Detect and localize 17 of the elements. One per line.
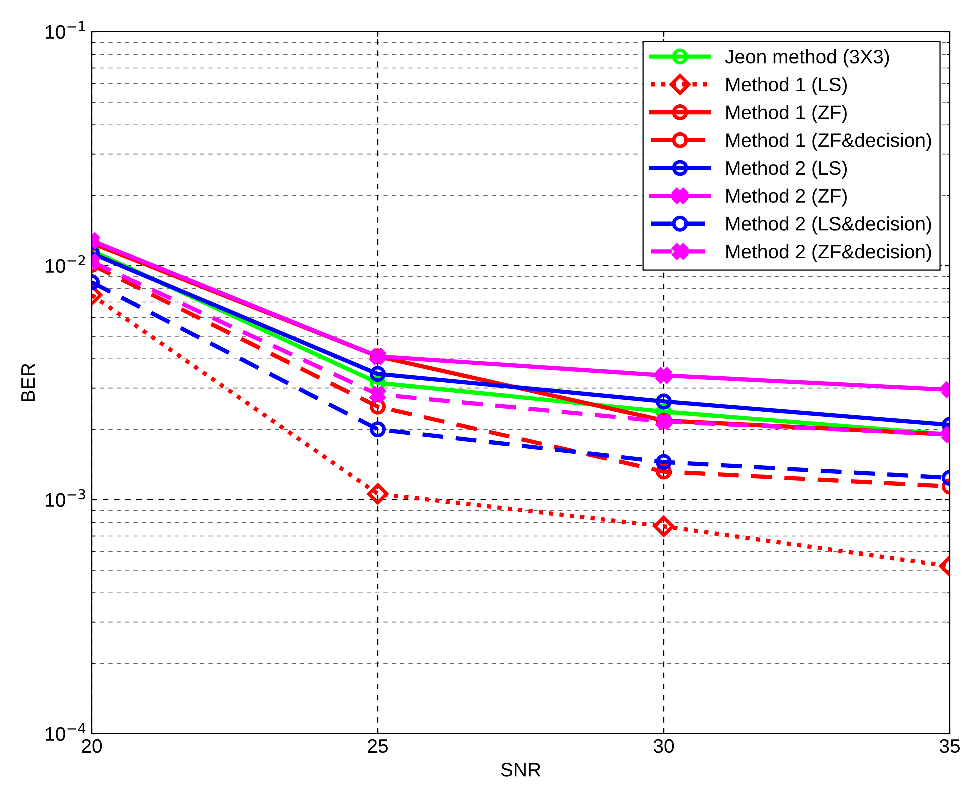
legend-label: Method 2 (LS)	[726, 160, 847, 180]
legend-label: Method 1 (ZF)	[726, 105, 847, 124]
legend-label: Method 2 (ZF&decision)	[726, 244, 932, 263]
legend-label: Jeon method (3X3)	[725, 50, 890, 68]
legend-label: Method 2 (ZF)	[726, 188, 847, 207]
y-axis-title: BER	[22, 364, 35, 402]
x-axis-title: SNR	[501, 763, 541, 777]
legend-label: Method 2 (LS&decision)	[726, 216, 932, 235]
x-tick-label: 20	[82, 739, 102, 754]
x-tick-label: 25	[368, 739, 388, 754]
y-tick-label: 10$^{−3}$	[46, 489, 86, 508]
legend-label: Method 1 (ZF&decision)	[726, 133, 932, 152]
y-tick-label: 10$^{−1}$	[46, 22, 86, 40]
y-tick-label: 10$^{−2}$	[46, 255, 86, 274]
x-tick-label: 35	[940, 739, 960, 754]
x-tick-label: 30	[654, 739, 674, 754]
legend-label: Method 1 (LS)	[726, 77, 847, 96]
